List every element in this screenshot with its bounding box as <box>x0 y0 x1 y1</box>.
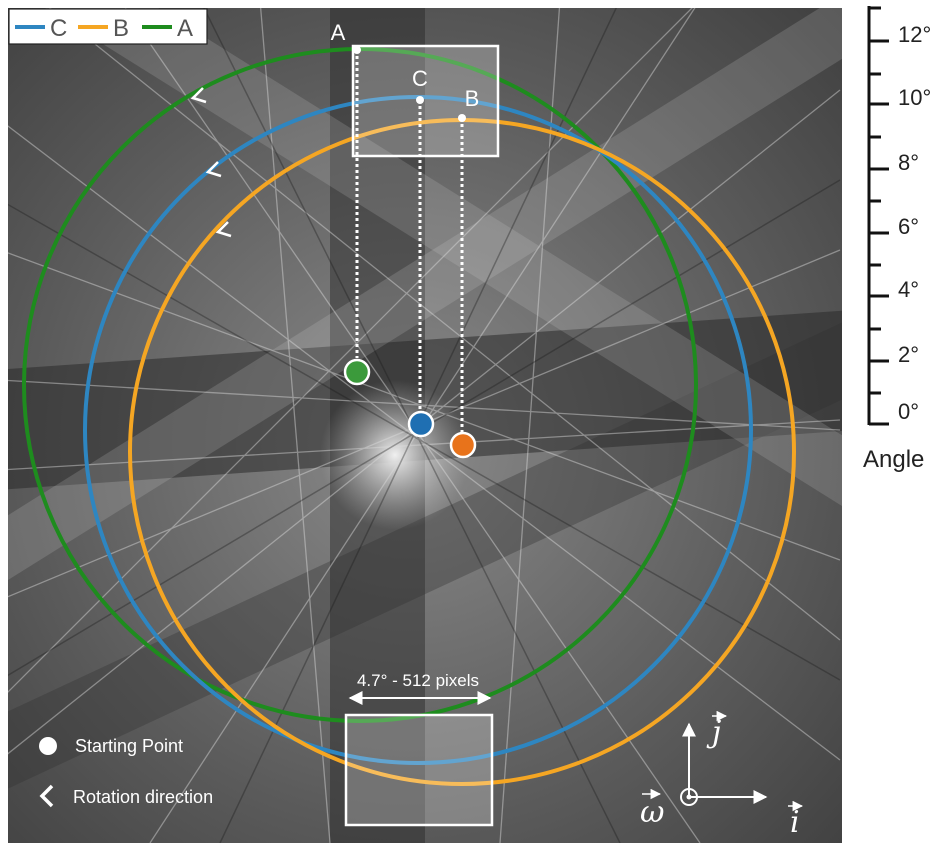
angle-tick-10: 10° <box>898 85 931 110</box>
rotation-direction-key-icon <box>39 784 54 808</box>
angle-bar: 12° 10° 8° 6° 4° 2° 0° Angle <box>863 6 931 473</box>
label-b: B <box>465 86 480 111</box>
center-dot-b <box>449 431 477 459</box>
rotation-marks <box>190 87 232 238</box>
center-dot-c <box>407 410 435 438</box>
legend: C B A <box>8 8 208 45</box>
scale-label: 4.7° - 512 pixels <box>357 671 479 690</box>
starting-point-key-label: Starting Point <box>75 736 183 756</box>
axis-omega-label: ω <box>640 795 664 830</box>
legend-label-a: A <box>177 15 193 42</box>
angle-tick-6: 6° <box>898 214 919 239</box>
label-a: A <box>331 20 346 45</box>
start-point-b <box>458 114 466 122</box>
angle-tick-2: 2° <box>898 342 919 367</box>
starting-point-key-icon <box>39 737 57 755</box>
axis-i-label: i <box>790 805 800 840</box>
center-dot-a <box>343 358 371 386</box>
rotation-direction-key-label: Rotation direction <box>73 787 213 807</box>
angle-tick-8: 8° <box>898 150 919 175</box>
bottom-detail-box <box>344 713 494 827</box>
pattern-image <box>8 8 842 843</box>
legend-label-c: C <box>50 15 67 42</box>
angle-tick-0: 0° <box>898 399 919 424</box>
start-point-a <box>353 46 361 54</box>
angle-title: Angle <box>863 446 924 473</box>
top-detail-box <box>351 44 500 158</box>
angle-tick-12: 12° <box>898 22 931 47</box>
start-point-c <box>416 96 424 104</box>
label-c: C <box>412 66 428 91</box>
legend-label-b: B <box>113 15 129 42</box>
angle-tick-4: 4° <box>898 277 919 302</box>
